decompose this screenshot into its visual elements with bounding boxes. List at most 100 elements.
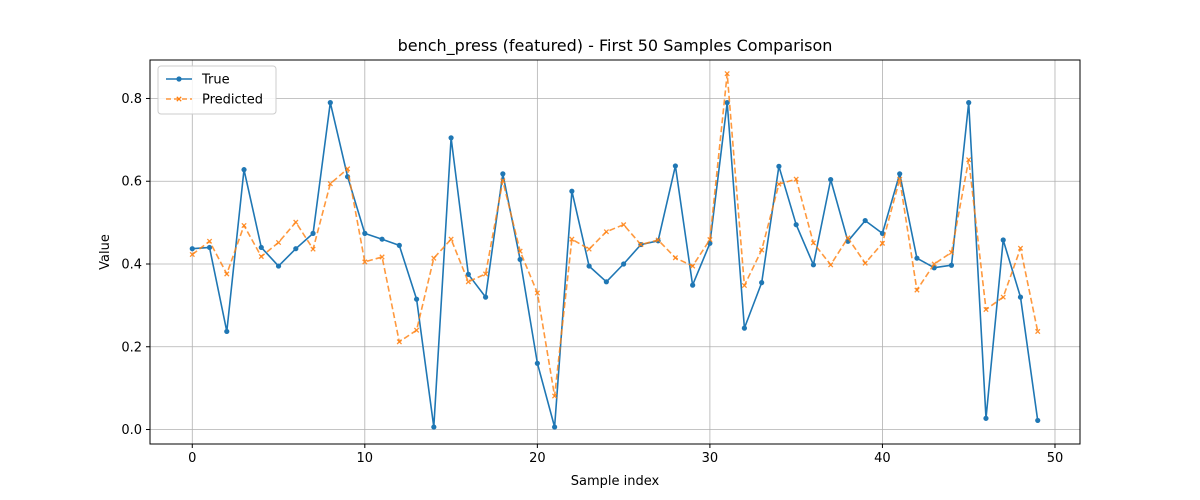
data-point-true xyxy=(966,100,972,106)
data-point-true xyxy=(724,100,730,106)
data-point-true xyxy=(1017,294,1024,300)
data-point-true xyxy=(793,222,799,228)
data-point-predicted xyxy=(672,255,679,261)
x-tick-label: 0 xyxy=(188,451,196,466)
data-point-true xyxy=(258,244,264,251)
data-point-true xyxy=(862,217,868,224)
data-point-true xyxy=(948,262,955,268)
plot-frame xyxy=(149,59,1081,445)
series-line-true xyxy=(192,101,1039,428)
y-tick-label: 0.2 xyxy=(121,340,142,355)
data-point-true xyxy=(879,230,886,236)
grid xyxy=(150,60,1080,444)
data-point-predicted xyxy=(517,248,523,254)
data-point-true xyxy=(914,255,920,261)
data-point-true xyxy=(534,360,540,366)
data-point-predicted xyxy=(534,290,541,296)
data-point-true xyxy=(413,296,420,302)
data-point-true xyxy=(759,280,765,286)
legend-predicted-label: Predicted xyxy=(202,93,263,108)
data-point-true xyxy=(224,328,230,335)
data-point-true xyxy=(362,230,368,236)
series-layer xyxy=(189,70,1041,430)
data-point-true xyxy=(327,100,333,106)
data-point-predicted xyxy=(327,181,333,187)
legend-predicted-marker xyxy=(176,96,182,102)
x-tick-label: 20 xyxy=(529,451,546,466)
data-point-true xyxy=(1035,417,1041,424)
x-tick-label: 30 xyxy=(702,451,719,466)
data-point-predicted xyxy=(793,176,799,182)
data-point-predicted xyxy=(413,327,420,333)
data-point-predicted xyxy=(396,339,402,345)
y-tick-label: 0.0 xyxy=(121,423,142,438)
data-point-predicted xyxy=(275,239,282,246)
legend: True Predicted xyxy=(157,65,277,115)
data-point-true xyxy=(189,246,195,252)
data-point-predicted xyxy=(206,238,213,244)
data-point-true xyxy=(621,261,627,267)
data-point-predicted xyxy=(224,271,230,277)
data-point-true xyxy=(672,163,678,169)
data-point-predicted xyxy=(776,181,782,187)
chart-title: bench_press (featured) - First 50 Sample… xyxy=(398,36,833,56)
legend-predicted-x-mark xyxy=(176,96,182,102)
series-line-predicted xyxy=(191,72,1039,397)
data-point-predicted xyxy=(241,222,247,229)
data-point-predicted xyxy=(914,287,920,293)
data-point-predicted xyxy=(983,306,989,313)
data-point-predicted xyxy=(189,251,195,258)
data-point-true xyxy=(603,279,609,285)
data-point-true xyxy=(396,242,402,248)
data-point-predicted xyxy=(500,178,506,184)
data-point-predicted xyxy=(551,393,558,399)
data-point-true xyxy=(482,294,489,300)
data-point-predicted xyxy=(689,263,696,269)
data-point-predicted xyxy=(879,240,886,246)
data-point-predicted xyxy=(707,236,713,243)
data-point-predicted xyxy=(586,246,592,252)
data-point-true xyxy=(586,263,592,269)
data-point-true xyxy=(500,171,506,177)
data-point-true xyxy=(828,176,834,183)
y-tick-label: 0.4 xyxy=(121,258,142,273)
data-point-true xyxy=(310,230,316,236)
data-point-true xyxy=(810,262,817,268)
data-point-true xyxy=(1000,237,1006,243)
data-point-true xyxy=(569,188,575,194)
data-point-predicted xyxy=(845,235,851,241)
data-point-true xyxy=(241,167,247,173)
data-point-predicted xyxy=(620,222,627,228)
y-tick-label: 0.8 xyxy=(121,92,142,107)
data-point-true xyxy=(465,271,471,277)
data-point-predicted xyxy=(931,261,937,267)
data-point-predicted xyxy=(828,262,834,268)
data-point-true xyxy=(552,424,558,430)
data-point-predicted xyxy=(482,271,489,277)
data-point-predicted xyxy=(344,166,351,172)
data-point-predicted xyxy=(897,176,903,182)
data-point-true xyxy=(379,236,385,242)
y-tick-label: 0.6 xyxy=(121,175,142,190)
data-point-predicted xyxy=(810,240,817,246)
data-point-predicted xyxy=(724,70,730,77)
data-point-predicted xyxy=(258,253,264,260)
data-point-predicted xyxy=(465,279,471,285)
data-point-true xyxy=(275,263,282,269)
x-tick-label: 10 xyxy=(357,451,374,466)
data-point-predicted xyxy=(948,249,955,256)
data-point-predicted xyxy=(1017,245,1024,251)
data-point-predicted xyxy=(362,259,368,265)
data-point-true xyxy=(293,246,299,252)
x-tick-label: 50 xyxy=(1047,451,1064,466)
legend-box xyxy=(157,65,277,115)
data-point-predicted xyxy=(569,236,575,242)
data-point-predicted xyxy=(862,260,868,266)
data-point-predicted xyxy=(741,282,748,289)
y-axis-title: Value xyxy=(98,234,113,270)
legend-true-label: True xyxy=(201,73,230,88)
ticks: 0 10 20 30 40 50 0.0 0.2 0.4 0.6 0.8 xyxy=(121,92,1063,466)
data-point-predicted xyxy=(655,237,661,243)
x-axis-title: Sample index xyxy=(571,474,660,489)
